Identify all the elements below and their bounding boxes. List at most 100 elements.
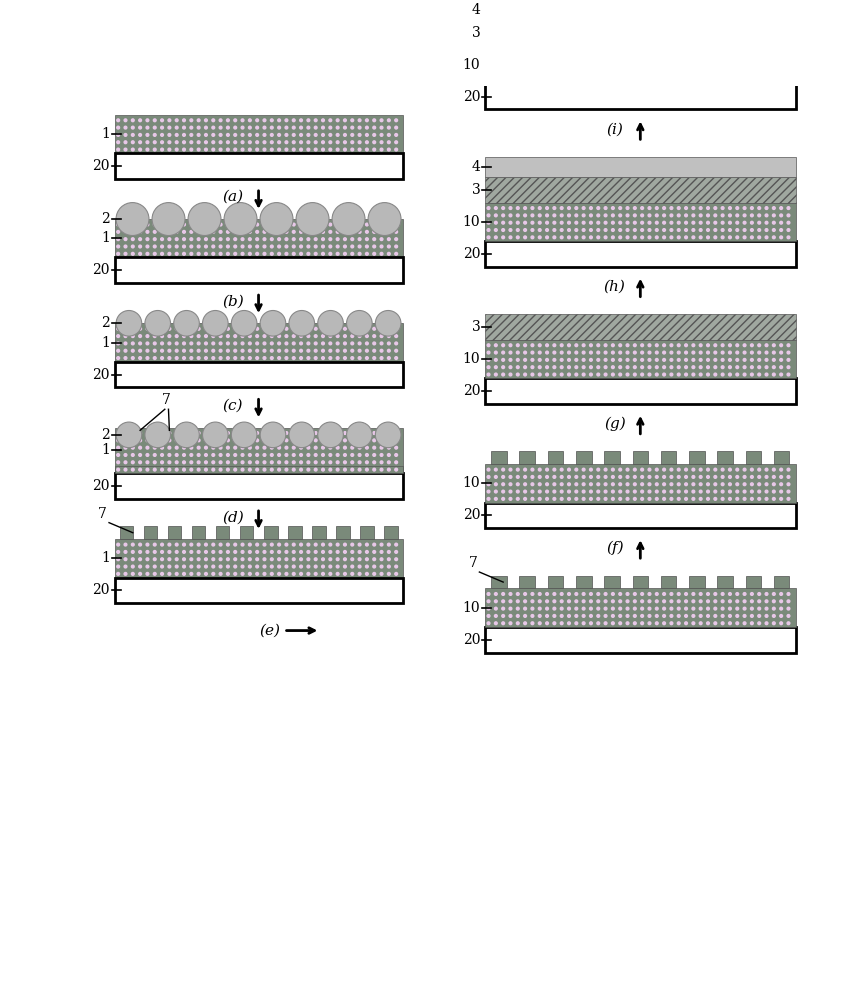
Circle shape	[299, 342, 303, 345]
Circle shape	[124, 446, 127, 449]
Circle shape	[765, 483, 768, 486]
Circle shape	[605, 351, 607, 354]
Circle shape	[380, 126, 383, 129]
Circle shape	[699, 607, 702, 610]
Circle shape	[270, 461, 273, 464]
Circle shape	[307, 134, 310, 136]
Circle shape	[285, 454, 288, 456]
Circle shape	[692, 344, 695, 347]
Circle shape	[219, 565, 222, 568]
Circle shape	[270, 134, 273, 136]
Circle shape	[611, 344, 614, 347]
Circle shape	[728, 600, 731, 603]
Circle shape	[531, 607, 534, 610]
Circle shape	[219, 446, 222, 449]
Circle shape	[263, 327, 266, 330]
Circle shape	[190, 572, 193, 575]
Circle shape	[765, 476, 768, 478]
Bar	[485, 84, 796, 109]
Circle shape	[780, 64, 783, 67]
Bar	[114, 219, 402, 257]
Circle shape	[307, 342, 310, 345]
Circle shape	[670, 344, 673, 347]
Circle shape	[575, 483, 578, 486]
Text: (g): (g)	[604, 417, 625, 431]
Circle shape	[714, 344, 716, 347]
Circle shape	[366, 327, 368, 330]
Circle shape	[648, 236, 651, 239]
Circle shape	[153, 468, 157, 471]
Circle shape	[582, 71, 585, 74]
Circle shape	[344, 230, 347, 233]
Circle shape	[546, 229, 549, 231]
Circle shape	[278, 565, 280, 568]
Circle shape	[758, 483, 760, 486]
Circle shape	[336, 148, 339, 151]
Circle shape	[670, 214, 673, 217]
Circle shape	[117, 335, 120, 337]
Circle shape	[590, 236, 593, 239]
Circle shape	[359, 357, 361, 359]
Circle shape	[787, 351, 789, 354]
Circle shape	[161, 238, 163, 241]
Circle shape	[388, 252, 390, 255]
Circle shape	[278, 141, 280, 144]
Circle shape	[138, 126, 142, 129]
Circle shape	[626, 49, 629, 52]
Circle shape	[714, 373, 716, 376]
Circle shape	[255, 558, 259, 561]
Circle shape	[692, 600, 695, 603]
Bar	[605, 190, 620, 203]
Circle shape	[292, 468, 295, 471]
Text: 1: 1	[101, 231, 110, 245]
Circle shape	[380, 551, 383, 553]
Circle shape	[380, 439, 383, 442]
Circle shape	[212, 327, 215, 330]
Text: 3: 3	[471, 183, 480, 197]
Circle shape	[182, 342, 186, 345]
Circle shape	[531, 221, 534, 224]
Bar	[774, 451, 789, 464]
Circle shape	[605, 373, 607, 376]
Circle shape	[117, 551, 120, 553]
Circle shape	[344, 342, 347, 345]
Circle shape	[219, 543, 222, 546]
Bar	[548, 327, 563, 340]
Circle shape	[132, 565, 134, 568]
Circle shape	[626, 64, 629, 67]
Circle shape	[758, 615, 760, 617]
Circle shape	[641, 351, 643, 354]
Circle shape	[344, 238, 347, 241]
Circle shape	[307, 141, 310, 144]
Circle shape	[736, 483, 739, 486]
Circle shape	[241, 349, 244, 352]
Circle shape	[575, 468, 578, 471]
Circle shape	[205, 454, 207, 456]
Circle shape	[344, 551, 347, 553]
Circle shape	[707, 476, 710, 478]
Circle shape	[278, 230, 280, 233]
Circle shape	[655, 64, 658, 67]
Circle shape	[758, 49, 760, 52]
Circle shape	[509, 49, 512, 52]
Bar	[605, 33, 620, 45]
Circle shape	[249, 558, 251, 561]
Circle shape	[249, 148, 251, 151]
Circle shape	[175, 468, 178, 471]
Circle shape	[117, 357, 120, 359]
Circle shape	[743, 214, 746, 217]
Text: 2: 2	[101, 212, 110, 226]
Circle shape	[516, 483, 519, 486]
Circle shape	[619, 498, 622, 500]
Circle shape	[509, 593, 512, 595]
Circle shape	[722, 359, 724, 361]
Circle shape	[568, 64, 570, 67]
Circle shape	[626, 468, 629, 471]
Circle shape	[765, 607, 768, 610]
Circle shape	[322, 558, 324, 561]
Bar	[485, 45, 796, 84]
Circle shape	[699, 71, 702, 74]
Circle shape	[501, 359, 505, 361]
Circle shape	[212, 543, 215, 546]
Circle shape	[648, 483, 651, 486]
